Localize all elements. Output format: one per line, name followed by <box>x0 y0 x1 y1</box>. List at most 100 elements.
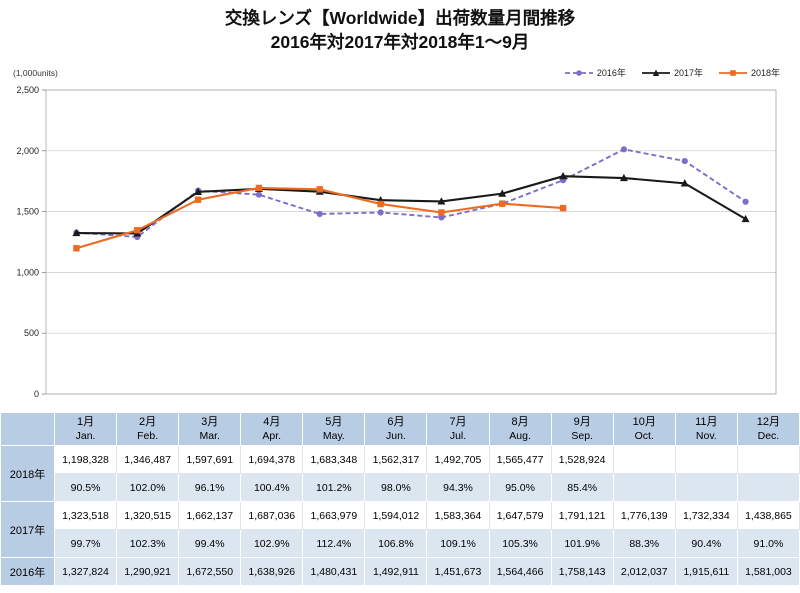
table-cell: 95.0% <box>488 473 552 503</box>
marker-2017年 <box>680 179 689 187</box>
table-cell: 101.9% <box>550 529 614 559</box>
chart-title-line2: 2016年対2017年対2018年1〜9月 <box>270 31 530 52</box>
legend-label: 2017年 <box>673 68 703 79</box>
legend-label: 2016年 <box>596 68 626 79</box>
table-cell <box>736 445 800 475</box>
y-tick-label: 2,500 <box>16 85 39 95</box>
y-axis-unit-label: (1,000units) <box>13 68 58 79</box>
table-cell: 1,758,143 <box>550 557 614 587</box>
page: 交換レンズ【Worldwide】出荷数量月間推移 2016年対2017年対201… <box>0 7 800 587</box>
table-cell: 98.0% <box>364 473 428 503</box>
marker-2016年 <box>681 158 688 165</box>
data-table: 1月 Jan. 2月 Feb. 3月 Mar. 4月 Apr. 5月 May. 6月 Jun. 7月 Ju… <box>0 412 800 587</box>
table-cell <box>674 473 738 503</box>
marker-2016年 <box>316 211 323 218</box>
marker-2018年 <box>73 245 80 252</box>
y-tick-label: 2,000 <box>16 146 39 156</box>
marker-2017年 <box>619 174 628 182</box>
table-cell: 1,480,431 <box>302 557 366 587</box>
y-tick-label: 500 <box>24 328 39 338</box>
month-header: 7月 Jul. <box>426 412 490 447</box>
marker-2016年 <box>620 146 628 153</box>
table-cell: 102.0% <box>116 473 180 503</box>
y-tick-label: 1,000 <box>16 268 39 278</box>
table-cell: 2,012,037 <box>612 557 676 587</box>
legend-swatch <box>564 69 593 76</box>
month-header: 2月 Feb. <box>116 412 180 447</box>
chart-title-line1: 交換レンズ【Worldwide】出荷数量月間推移 <box>224 8 576 28</box>
table-cell: 1,687,036 <box>240 501 304 531</box>
table-cell: 1,320,515 <box>116 501 180 531</box>
table-cell: 1,776,139 <box>612 501 676 531</box>
table-cell: 1,492,911 <box>364 557 428 587</box>
month-jp: 8月 <box>511 415 529 428</box>
table-cell: 94.3% <box>426 473 490 503</box>
marker-2018年 <box>316 186 323 193</box>
table-cell: 90.4% <box>674 529 738 559</box>
plot-border <box>45 89 777 395</box>
month-en: Feb. <box>137 429 159 442</box>
month-header: 11月 Nov. <box>674 412 738 447</box>
marker-2018年 <box>499 200 506 208</box>
month-jp: 12月 <box>756 415 781 428</box>
table-cell: 1,323,518 <box>53 501 118 531</box>
table-cell: 88.3% <box>612 529 676 559</box>
table-cell: 106.8% <box>364 529 428 559</box>
marker-2017年 <box>72 229 81 237</box>
month-jp: 10月 <box>632 415 656 428</box>
month-header: 1月 Jan. <box>53 412 118 447</box>
table-cell: 1,594,012 <box>364 501 428 531</box>
month-header: 8月 Aug. <box>488 412 552 447</box>
table-cell: 1,198,328 <box>53 445 118 475</box>
month-jp: 2月 <box>139 415 157 428</box>
table-cell <box>674 445 738 475</box>
table-cell: 91.0% <box>736 529 800 559</box>
table-cell: 1,346,487 <box>116 445 180 475</box>
table-cell: 1,565,477 <box>488 445 552 475</box>
month-header: 12月 Dec. <box>736 412 800 447</box>
marker-2017年 <box>559 172 568 180</box>
table-cell: 100.4% <box>240 473 304 503</box>
month-header: 9月 Sep. <box>550 412 614 447</box>
table-cell: 1,683,348 <box>302 445 366 475</box>
month-en: Jul. <box>449 429 467 442</box>
table-cell: 105.3% <box>488 529 552 559</box>
table-cell: 1,647,579 <box>488 501 552 531</box>
chart-title: 交換レンズ【Worldwide】出荷数量月間推移 2016年対2017年対201… <box>0 7 800 54</box>
table-row: 99.7% 102.3% 99.4% 102.9% 112.4% 106.8% 109.1%… <box>1 529 800 559</box>
table-cell: 1,694,378 <box>240 445 304 475</box>
table-cell: 101.2% <box>302 473 366 503</box>
year-label-2017年: 2017年 <box>0 501 55 559</box>
line-chart: (1,000units) 2016年 2017年 2018年 0 500 1,000 1,… <box>0 56 800 408</box>
table-corner-cell <box>0 412 55 447</box>
month-jp: 3月 <box>201 415 219 428</box>
table-row: 2016年 1,327,824 1,290,921 1,672,550 1,638,92… <box>0 557 800 587</box>
table-cell <box>612 473 676 503</box>
month-header: 10月 Oct. <box>612 412 676 447</box>
marker-2016年 <box>255 191 263 199</box>
month-jp: 7月 <box>449 415 467 428</box>
table-cell: 1,290,921 <box>116 557 180 587</box>
table-cell: 1,662,137 <box>178 501 242 531</box>
table-cell: 99.7% <box>53 529 118 559</box>
marker-2017年 <box>437 197 446 205</box>
table-cell: 99.4% <box>178 529 242 559</box>
marker-2016年 <box>742 198 749 206</box>
y-tick-label: 1,500 <box>16 207 39 217</box>
year-label-2016年: 2016年 <box>0 557 55 587</box>
legend-item-2018年: 2018年 <box>718 66 780 79</box>
table-cell: 102.3% <box>116 529 180 559</box>
month-en: Dec. <box>757 429 780 442</box>
series-line-2016年 <box>76 148 747 239</box>
table-cell: 1,564,466 <box>488 557 552 587</box>
month-en: Mar. <box>199 429 220 442</box>
chart-legend: 2016年 2017年 2018年 <box>564 66 780 79</box>
table-row: 90.5% 102.0% 96.1% 100.4% 101.2% 98.0% 94.3% 95… <box>1 473 800 503</box>
marker-2018年 <box>559 205 567 212</box>
marker-2017年 <box>498 189 507 198</box>
month-header: 5月 May. <box>302 412 366 447</box>
table-cell: 1,663,979 <box>302 501 366 531</box>
marker-2018年 <box>134 227 141 234</box>
table-cell: 109.1% <box>426 529 490 559</box>
table-cell: 96.1% <box>178 473 242 503</box>
